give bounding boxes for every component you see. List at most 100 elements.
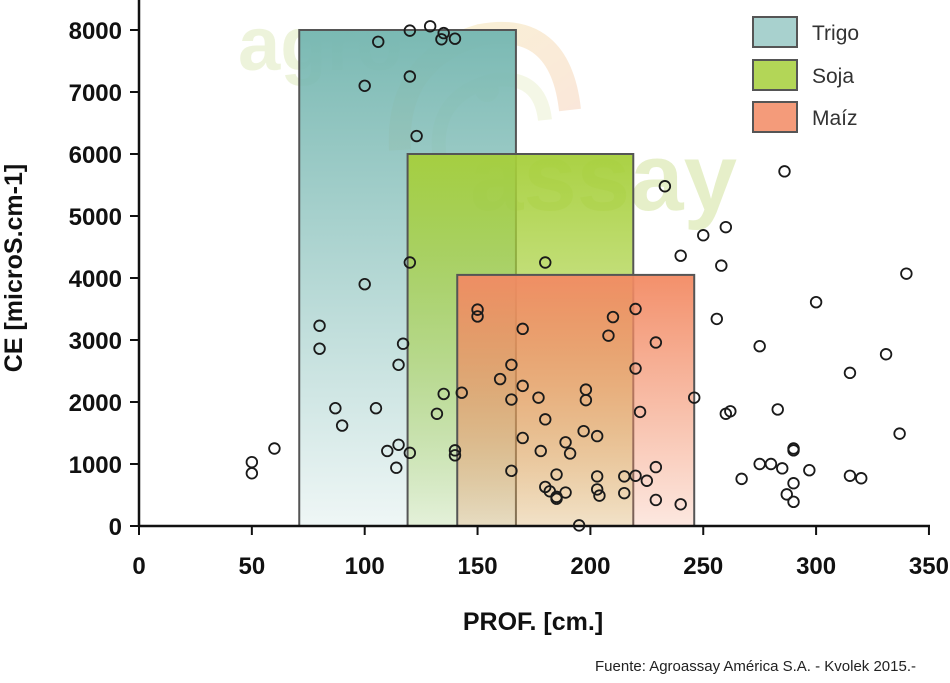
y-tick-label: 4000 bbox=[69, 266, 122, 293]
data-point bbox=[715, 259, 728, 272]
data-point bbox=[390, 461, 403, 474]
data-point bbox=[649, 493, 663, 507]
y-tick-label: 7000 bbox=[69, 80, 122, 107]
data-points bbox=[245, 20, 913, 532]
data-point bbox=[396, 337, 410, 350]
x-ticks: 0 50 100 150 200 250 300 350 bbox=[132, 526, 949, 580]
data-point bbox=[532, 391, 545, 404]
data-point bbox=[590, 483, 604, 496]
data-point bbox=[539, 256, 552, 269]
data-point bbox=[778, 165, 791, 178]
y-tick-label: 6000 bbox=[69, 142, 122, 169]
y-axis-title: CE [microS.cm-1] bbox=[0, 164, 28, 372]
data-point bbox=[809, 295, 823, 309]
data-point bbox=[674, 249, 687, 262]
legend-label: Maíz bbox=[812, 107, 858, 130]
source-note: Fuente: Agroassay América S.A. - Kvolek … bbox=[595, 658, 916, 675]
data-point bbox=[719, 220, 733, 234]
data-point bbox=[403, 24, 417, 37]
range-bars bbox=[298, 29, 696, 527]
data-point bbox=[629, 469, 642, 482]
data-point bbox=[602, 329, 615, 342]
data-point bbox=[633, 405, 647, 419]
x-tick-label: 200 bbox=[570, 553, 610, 580]
data-point bbox=[381, 444, 394, 458]
data-point bbox=[403, 446, 417, 460]
data-point bbox=[563, 447, 577, 460]
data-point bbox=[843, 366, 857, 380]
data-point bbox=[423, 20, 437, 33]
data-point bbox=[392, 438, 405, 451]
data-point bbox=[606, 310, 620, 324]
data-point bbox=[516, 379, 529, 393]
data-point bbox=[369, 402, 383, 415]
x-tick-label: 50 bbox=[238, 553, 265, 580]
data-point bbox=[843, 469, 857, 482]
data-point bbox=[629, 302, 642, 316]
data-point bbox=[335, 419, 349, 432]
legend-swatch bbox=[752, 59, 798, 91]
data-point bbox=[505, 358, 518, 372]
data-point bbox=[855, 472, 868, 485]
y-tick-label: 1000 bbox=[69, 452, 122, 479]
data-point bbox=[787, 444, 800, 457]
data-point bbox=[572, 519, 586, 532]
data-point bbox=[579, 393, 593, 407]
data-point bbox=[550, 468, 563, 481]
data-point bbox=[505, 464, 518, 478]
data-point bbox=[516, 322, 529, 336]
data-point bbox=[776, 462, 789, 475]
data-point bbox=[710, 312, 723, 326]
legend-label: Trigo bbox=[812, 22, 859, 45]
legend-swatch bbox=[752, 101, 798, 133]
data-point bbox=[471, 303, 484, 316]
y-tick-label: 2000 bbox=[69, 390, 122, 417]
data-point bbox=[629, 362, 642, 375]
data-point bbox=[516, 431, 529, 445]
y-ticks: 0 1000 2000 3000 4000 5000 6000 7000 8000 bbox=[69, 18, 139, 541]
data-point bbox=[372, 35, 385, 48]
data-point bbox=[590, 429, 604, 443]
data-point bbox=[471, 310, 484, 323]
axes bbox=[137, 0, 930, 528]
data-point bbox=[455, 386, 468, 399]
data-point bbox=[448, 32, 462, 45]
data-point bbox=[618, 486, 631, 500]
data-point bbox=[590, 470, 604, 483]
data-point bbox=[437, 387, 450, 401]
data-point bbox=[437, 26, 450, 40]
data-point bbox=[559, 486, 572, 499]
data-point bbox=[505, 393, 518, 406]
y-tick-label: 3000 bbox=[69, 328, 122, 355]
data-point bbox=[392, 358, 405, 372]
data-point bbox=[403, 256, 417, 269]
data-point bbox=[697, 229, 710, 242]
data-point bbox=[403, 70, 417, 83]
legend: Trigo Soja Maíz bbox=[752, 16, 859, 133]
data-point bbox=[329, 402, 342, 415]
data-point bbox=[435, 33, 448, 46]
x-tick-label: 350 bbox=[909, 553, 949, 580]
data-point bbox=[593, 489, 606, 502]
data-point bbox=[688, 391, 701, 404]
data-point bbox=[268, 442, 281, 455]
data-point bbox=[753, 340, 766, 353]
data-point bbox=[493, 372, 507, 386]
data-point bbox=[539, 413, 552, 426]
data-point bbox=[245, 455, 259, 469]
data-point bbox=[358, 278, 371, 291]
x-tick-label: 100 bbox=[345, 553, 385, 580]
data-point bbox=[787, 495, 800, 509]
data-point bbox=[724, 405, 737, 418]
x-axis-title: PROF. [cm.] bbox=[463, 608, 603, 636]
data-point bbox=[313, 342, 326, 355]
data-point bbox=[787, 477, 800, 490]
data-point bbox=[764, 457, 778, 471]
data-point bbox=[640, 474, 654, 487]
data-point bbox=[674, 498, 687, 511]
data-point bbox=[577, 424, 590, 438]
data-point bbox=[410, 129, 423, 143]
x-tick-label: 150 bbox=[458, 553, 498, 580]
data-point bbox=[658, 180, 672, 193]
